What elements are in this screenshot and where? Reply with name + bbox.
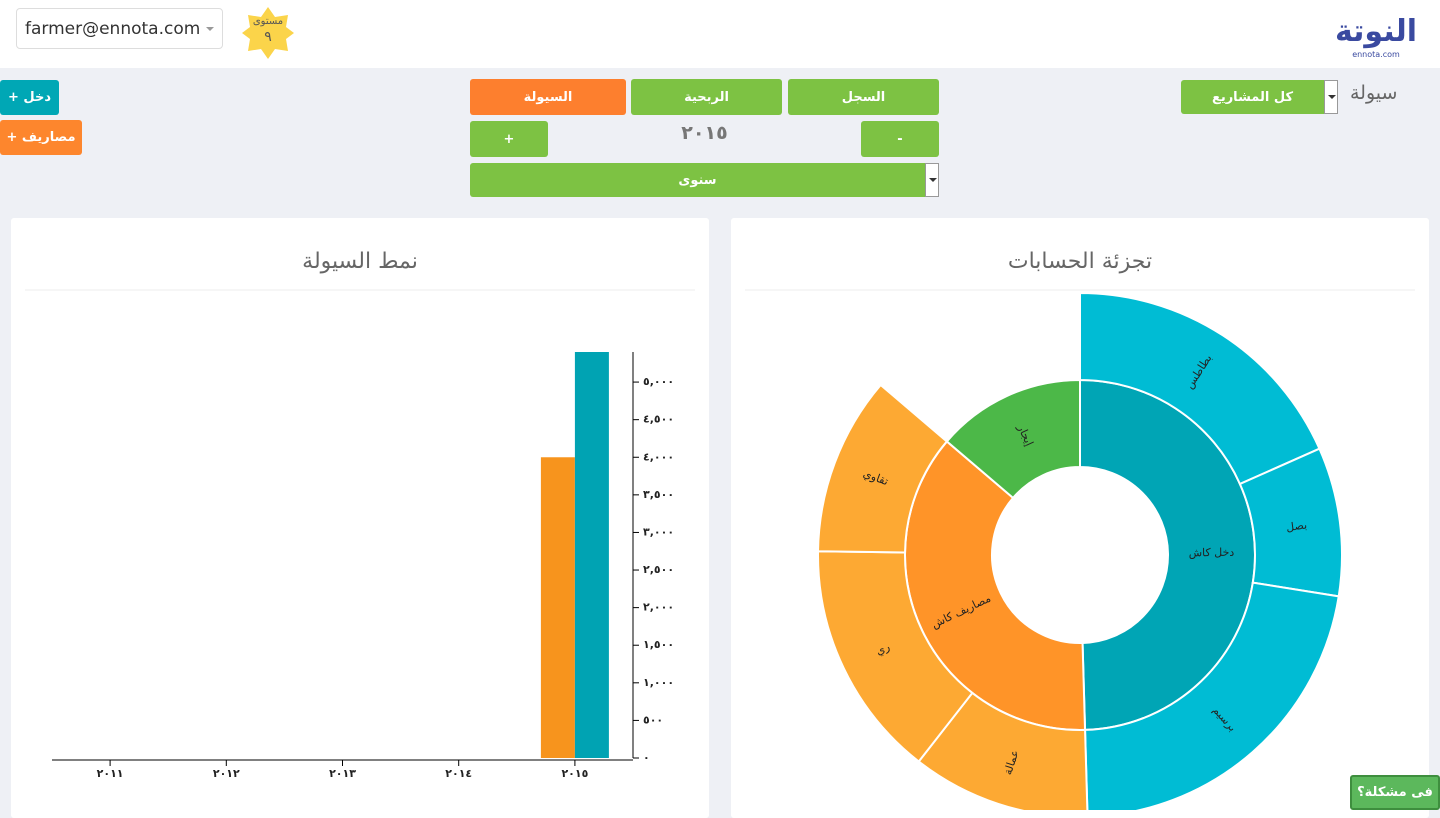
- project-filter[interactable]: كل المشاريع: [1181, 80, 1338, 114]
- add-income-button[interactable]: + دخل: [0, 80, 59, 115]
- select-arrow: [925, 163, 939, 197]
- segment-label: دخل كاش: [1189, 546, 1235, 560]
- y-tick-label: ٤,٠٠٠: [643, 450, 674, 463]
- y-tick-label: ٢,٠٠٠: [643, 601, 674, 614]
- level-badge: مستوى ٩: [242, 7, 294, 59]
- bar-chart: نمط السيولة ٠ ٥٠٠ ١,٠٠٠ ١,٥٠٠ ٢,٠٠٠ ٢,٥٠٠ ٣,٠٠…: [25, 249, 695, 780]
- cashflow-panel: نمط السيولة ٠ ٥٠٠ ١,٠٠٠ ١,٥٠٠ ٢,٠٠٠ ٢,٥٠٠ ٣,٠٠…: [11, 218, 709, 818]
- outer-segment: [817, 383, 949, 554]
- year: ٢٠١٥: [681, 122, 728, 144]
- page-title: سيولة: [1350, 82, 1398, 104]
- y-tick-label: ١,٠٠٠: [643, 676, 674, 689]
- badge-star: [242, 7, 294, 59]
- y-tick-label: ١,٥٠٠: [643, 638, 674, 651]
- logo-domain: ennota.com: [1352, 50, 1400, 59]
- project-filter-text: كل المشاريع: [1211, 89, 1294, 105]
- level-number: ٩: [264, 29, 272, 45]
- tab[interactable]: السيولة: [470, 79, 626, 115]
- bar: [574, 352, 609, 758]
- next-year-button[interactable]: +: [470, 121, 548, 157]
- header: النوتة ennota.com farmer@ennota.com مستو…: [0, 0, 1440, 68]
- level-label: مستوى: [253, 16, 283, 27]
- x-tick-label: ٢٠١٣: [329, 767, 356, 780]
- user-menu[interactable]: farmer@ennota.com: [16, 8, 223, 49]
- x-tick-label: ٢٠١١: [97, 767, 124, 780]
- period-select[interactable]: سنوى: [470, 163, 939, 197]
- logo[interactable]: النوتة: [1334, 14, 1418, 49]
- tab[interactable]: الربحية: [631, 79, 782, 115]
- bar: [540, 457, 575, 758]
- select-arrow: [1324, 80, 1338, 114]
- help-button[interactable]: فى مشكلة؟: [1350, 775, 1440, 810]
- add-expense-button[interactable]: + مصاريف: [0, 120, 82, 155]
- y-tick-label: ٤,٥٠٠: [643, 413, 674, 426]
- dropdown-caret: [206, 27, 214, 35]
- segment-label: ري: [874, 640, 892, 658]
- y-tick-label: ٢,٥٠٠: [643, 563, 674, 576]
- y-tick-label: ٥,٠٠٠: [643, 375, 674, 388]
- breakdown-panel: تجزئة الحسابات بطاطس بصل برسيم دخل كاش عمالة…: [731, 218, 1429, 818]
- x-tick-label: ٢٠١٥: [561, 767, 588, 780]
- tab[interactable]: السجل: [788, 79, 939, 115]
- user-email: farmer@ennota.com: [25, 18, 201, 39]
- y-tick-label: ٣,٠٠٠: [643, 525, 674, 538]
- chart-title: تجزئة الحسابات: [1008, 249, 1152, 274]
- period-text: سنوى: [678, 172, 717, 188]
- x-tick-label: ٢٠١٢: [213, 767, 240, 780]
- y-tick-label: ٥٠٠: [643, 713, 663, 726]
- y-tick-label: ٣,٥٠٠: [643, 488, 674, 501]
- chart-title: نمط السيولة: [302, 249, 418, 274]
- prev-year-button[interactable]: -: [861, 121, 939, 157]
- inner-segment: [945, 378, 1081, 500]
- x-tick-label: ٢٠١٤: [445, 767, 472, 780]
- y-tick-label: ٠: [643, 751, 650, 764]
- segment-label: بصل: [1285, 518, 1307, 534]
